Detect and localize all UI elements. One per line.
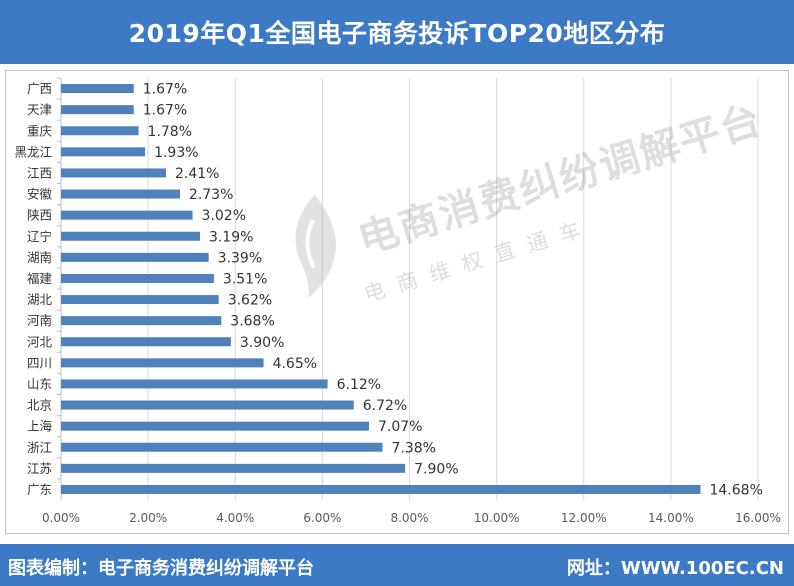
title-bar: 2019年Q1全国电子商务投诉TOP20地区分布 bbox=[0, 0, 794, 64]
bar bbox=[61, 358, 264, 368]
category-label: 河北 bbox=[27, 334, 53, 349]
labels: 0.00% 2.00% 4.00% 6.00% 8.00% 10.00% 12.00% 14.… bbox=[14, 81, 780, 525]
gridlines bbox=[57, 77, 759, 500]
x-tick-label: 2.00% bbox=[129, 511, 167, 525]
value-label: 7.07% bbox=[378, 419, 422, 435]
value-label: 3.90% bbox=[240, 335, 284, 351]
bars bbox=[61, 84, 701, 494]
bar bbox=[61, 295, 219, 305]
bar bbox=[61, 252, 209, 262]
footer-source: 图表编制：电子商务消费纠纷调解平台 bbox=[8, 558, 314, 579]
x-tick-label: 14.00% bbox=[648, 511, 694, 525]
category-label: 江西 bbox=[27, 165, 52, 180]
bar bbox=[61, 484, 701, 494]
category-label: 河南 bbox=[27, 313, 52, 328]
bar bbox=[61, 126, 139, 136]
bar bbox=[61, 105, 134, 115]
value-label: 6.72% bbox=[363, 398, 407, 414]
value-label: 1.93% bbox=[154, 145, 198, 161]
bar bbox=[61, 442, 383, 452]
category-label: 安徽 bbox=[27, 187, 53, 202]
bar bbox=[61, 316, 222, 326]
value-label: 7.90% bbox=[414, 461, 458, 477]
value-label: 3.68% bbox=[230, 314, 274, 330]
bar bbox=[61, 463, 406, 473]
bar-chart: 0.00% 2.00% 4.00% 6.00% 8.00% 10.00% 12.00% 14.… bbox=[14, 77, 781, 525]
bar bbox=[61, 231, 200, 241]
value-label: 7.38% bbox=[391, 440, 435, 456]
value-label: 3.51% bbox=[223, 271, 267, 287]
bar bbox=[61, 273, 214, 283]
footer-website: 网址：WWW.100EC.CN bbox=[566, 558, 784, 579]
value-label: 2.73% bbox=[189, 187, 233, 203]
bar bbox=[61, 400, 354, 410]
category-label: 福建 bbox=[27, 271, 53, 286]
category-label: 湖北 bbox=[27, 292, 53, 307]
bar bbox=[61, 147, 146, 157]
footer-bar: 图表编制：电子商务消费纠纷调解平台 网址：WWW.100EC.CN bbox=[0, 544, 794, 586]
chart-title: 2019年Q1全国电子商务投诉TOP20地区分布 bbox=[128, 19, 666, 48]
value-label: 3.02% bbox=[202, 208, 246, 224]
value-label: 3.19% bbox=[209, 229, 253, 245]
category-label: 广东 bbox=[27, 482, 52, 497]
bar bbox=[61, 210, 193, 220]
category-label: 浙江 bbox=[27, 440, 52, 455]
category-label: 辽宁 bbox=[27, 229, 52, 244]
category-label: 山东 bbox=[27, 376, 52, 391]
category-label: 上海 bbox=[27, 419, 53, 434]
bar bbox=[61, 84, 134, 94]
plot-border bbox=[5, 70, 789, 534]
x-tick-label: 16.00% bbox=[735, 511, 781, 525]
category-label: 重庆 bbox=[27, 123, 53, 138]
bar bbox=[61, 421, 369, 431]
category-label: 北京 bbox=[27, 398, 52, 413]
x-tick-label: 0.00% bbox=[42, 511, 80, 525]
bar bbox=[61, 379, 328, 389]
bar bbox=[61, 189, 180, 199]
x-tick-label: 4.00% bbox=[216, 511, 254, 525]
category-label: 黑龙江 bbox=[14, 144, 52, 159]
category-label: 湖南 bbox=[27, 250, 52, 265]
bar bbox=[61, 168, 166, 178]
value-label: 14.68% bbox=[709, 482, 762, 498]
category-label: 天津 bbox=[27, 102, 52, 117]
x-tick-label: 10.00% bbox=[474, 511, 520, 525]
value-label: 4.65% bbox=[273, 356, 317, 372]
x-tick-label: 6.00% bbox=[303, 511, 341, 525]
value-label: 1.78% bbox=[148, 124, 192, 140]
category-label: 江苏 bbox=[27, 461, 52, 476]
category-label: 陕西 bbox=[27, 208, 52, 223]
value-label: 2.41% bbox=[175, 166, 219, 182]
value-label: 3.39% bbox=[218, 250, 262, 266]
value-label: 1.67% bbox=[143, 82, 187, 98]
value-label: 1.67% bbox=[143, 103, 187, 119]
value-label: 6.12% bbox=[337, 377, 381, 393]
category-label: 广西 bbox=[27, 81, 52, 96]
x-tick-label: 12.00% bbox=[561, 511, 607, 525]
bar bbox=[61, 337, 231, 347]
category-label: 四川 bbox=[27, 355, 52, 370]
value-label: 3.62% bbox=[228, 293, 272, 309]
x-tick-label: 8.00% bbox=[390, 511, 428, 525]
